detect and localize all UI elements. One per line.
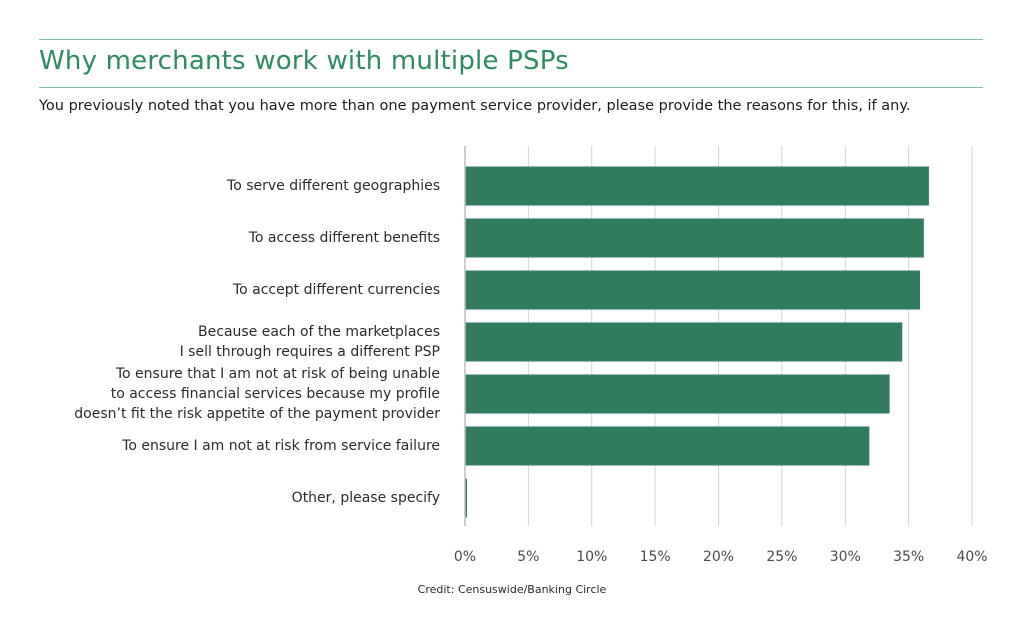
bar	[465, 426, 870, 466]
x-tick-label: 40%	[956, 549, 987, 565]
x-tick-label: 15%	[640, 549, 671, 565]
category-label: To ensure I am not at risk from service …	[121, 438, 440, 454]
x-tick-label: 10%	[576, 549, 607, 565]
category-label: I sell through requires a different PSP	[180, 344, 440, 360]
category-label: To accept different currencies	[232, 282, 440, 298]
x-tick-label: 0%	[454, 549, 476, 565]
source-credit: Credit: Censuswide/Banking Circle	[417, 583, 607, 596]
category-label: Other, please specify	[292, 490, 440, 506]
category-label: to access financial services because my …	[111, 386, 440, 402]
bar	[465, 478, 467, 518]
bar	[465, 374, 890, 414]
x-tick-label: 20%	[703, 549, 734, 565]
x-tick-label: 25%	[766, 549, 797, 565]
category-label: doesn’t fit the risk appetite of the pay…	[74, 406, 440, 422]
x-tick-label: 30%	[830, 549, 861, 565]
category-label: To ensure that I am not at risk of being…	[115, 366, 440, 382]
bar	[465, 218, 924, 258]
x-tick-label: 35%	[893, 549, 924, 565]
bar	[465, 322, 903, 362]
bar	[465, 166, 929, 206]
x-tick-label: 5%	[517, 549, 539, 565]
chart-subtitle: You previously noted that you have more …	[39, 98, 911, 114]
title-rule-bottom	[39, 87, 983, 88]
category-label: To serve different geographies	[226, 178, 440, 194]
bar	[465, 270, 921, 310]
chart-title: Why merchants work with multiple PSPs	[39, 46, 569, 76]
category-label: Because each of the marketplaces	[198, 324, 440, 340]
category-label: To access different benefits	[248, 230, 440, 246]
title-rule-top	[39, 39, 983, 40]
